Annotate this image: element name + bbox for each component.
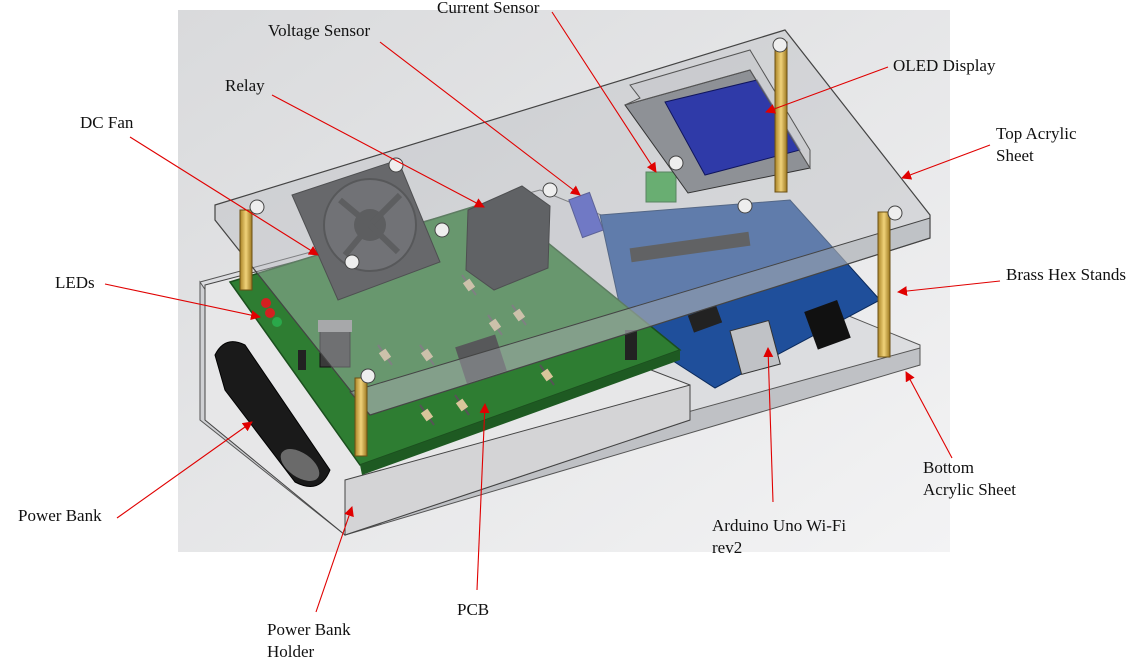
arrow-oled-display (765, 66, 889, 114)
label-brass-hex-stands: Brass Hex Stands (1006, 265, 1126, 284)
label-power-bank-holder-line2: Holder (267, 642, 315, 661)
label-power-bank-holder-line1: Power Bank (267, 620, 351, 639)
brass-hex-stands (239, 41, 891, 457)
arrow-bottom-acrylic-sheet (905, 371, 953, 459)
arrow-relay (271, 94, 485, 208)
arrow-pcb (476, 403, 490, 591)
label-bottom-acrylic-line2: Acrylic Sheet (923, 480, 1016, 499)
arrow-leds (104, 283, 261, 321)
led-red-2 (265, 308, 275, 318)
relay-block (465, 185, 551, 291)
arrow-dc-fan (129, 136, 319, 256)
led-green (272, 317, 282, 327)
label-arduino-line1: Arduino Uno Wi-Fi (712, 516, 847, 535)
label-oled-display: OLED Display (893, 56, 996, 75)
label-top-acrylic-line1: Top Acrylic (996, 124, 1077, 143)
dc-fan (291, 159, 441, 301)
label-current-sensor: Current Sensor (437, 0, 540, 17)
arrow-top-acrylic-sheet (901, 144, 991, 180)
arrow-current-sensor (551, 11, 657, 173)
arrow-power-bank (116, 421, 253, 519)
annotation-arrows (104, 11, 1001, 613)
arrow-power-bank-holder (315, 506, 354, 613)
arrow-arduino (763, 347, 774, 503)
label-voltage-sensor: Voltage Sensor (268, 21, 371, 40)
led-red-1 (261, 298, 271, 308)
current-sensor-block (645, 171, 677, 203)
label-pcb: PCB (457, 600, 490, 619)
label-arduino-line2: rev2 (712, 538, 743, 557)
voltage-sensor-block (568, 191, 604, 239)
label-bottom-acrylic-line1: Bottom (923, 458, 975, 477)
label-dc-fan: DC Fan (80, 113, 134, 132)
power-bank (214, 341, 331, 487)
arrow-voltage-sensor (379, 41, 581, 196)
label-relay: Relay (225, 76, 265, 95)
label-power-bank: Power Bank (18, 506, 102, 525)
label-top-acrylic-line2: Sheet (996, 146, 1034, 165)
label-leds: LEDs (55, 273, 95, 292)
arrow-brass-hex-stands (897, 280, 1001, 297)
